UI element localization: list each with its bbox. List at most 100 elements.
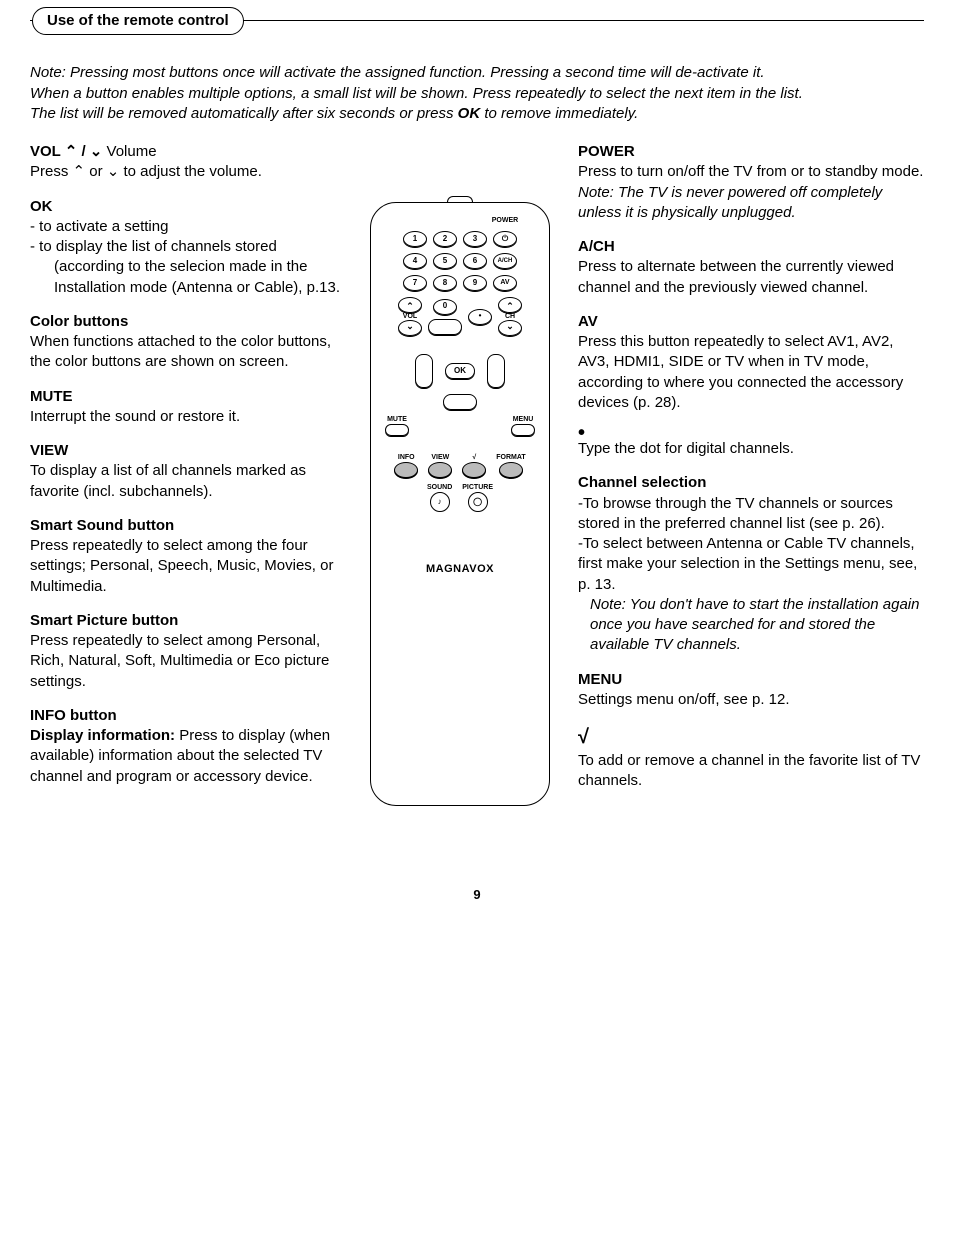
ach-button: A/CH (493, 253, 517, 269)
top-rule: Use of the remote control (30, 20, 924, 49)
nav-down-button (443, 394, 477, 410)
ok-title: OK (30, 197, 350, 217)
section-sound: Smart Sound button Press repeatedly to s… (30, 516, 350, 597)
color-title: Color buttons (30, 312, 350, 332)
key-0: 0 (433, 299, 457, 315)
vol-body: Press ⌃ or ⌄ to adjust the volume. (30, 162, 350, 182)
ok-button: OK (445, 363, 475, 379)
key-1: 1 (403, 231, 427, 247)
section-power: POWER Press to turn on/off the TV from o… (578, 142, 924, 223)
section-av: AV Press this button repeatedly to selec… (578, 312, 924, 413)
ok-item2a: to display the list of channels stored (39, 238, 277, 255)
key-9: 9 (463, 275, 487, 291)
info-lead: Display information: (30, 727, 179, 744)
ok-item2: to display the list of channels stored (… (30, 237, 350, 298)
mute-button (385, 424, 409, 436)
vol-title: VOL ⌃ / ⌄ (30, 143, 102, 160)
key-6: 6 (463, 253, 487, 269)
mute-body: Interrupt the sound or restore it. (30, 407, 350, 427)
sound-label: SOUND (427, 484, 452, 491)
key-2: 2 (433, 231, 457, 247)
section-picture: Smart Picture button Press repeatedly to… (30, 611, 350, 692)
section-info: INFO button Display information: Press t… (30, 706, 350, 787)
mute-label: MUTE (387, 416, 407, 423)
section-color: Color buttons When functions attached to… (30, 312, 350, 373)
intro-note: Note: Pressing most buttons once will ac… (30, 63, 924, 124)
section-channel: Channel selection -To browse through the… (578, 473, 924, 655)
info-title: INFO button (30, 706, 350, 726)
check-body: To add or remove a channel in the favori… (578, 751, 924, 792)
menu-title: MENU (578, 670, 924, 690)
key-4: 4 (403, 253, 427, 269)
av-button: AV (493, 275, 517, 291)
view-title: VIEW (30, 441, 350, 461)
picture-label: PICTURE (462, 484, 493, 491)
channel-item1: -To browse through the TV channels or so… (578, 494, 924, 535)
power-note: Note: The TV is never powered off comple… (578, 183, 924, 224)
view-button (428, 462, 452, 478)
section-view: VIEW To display a list of all channels m… (30, 441, 350, 502)
sound-title: Smart Sound button (30, 516, 350, 536)
view-body: To display a list of all channels marked… (30, 461, 350, 502)
key-dot: • (468, 309, 492, 325)
check-label: √ (472, 454, 476, 461)
ok-item2b: (according to the selecion made in the I… (38, 257, 350, 298)
sound-button: ♪ (430, 492, 450, 512)
page-number: 9 (30, 886, 924, 904)
channel-item2: -To select between Antenna or Cable TV c… (578, 534, 924, 595)
ach-body: Press to alternate between the currently… (578, 257, 924, 298)
vol-up-button (398, 297, 422, 313)
key-8: 8 (433, 275, 457, 291)
nav-up-button (428, 319, 462, 335)
key-5: 5 (433, 253, 457, 269)
menu-button (511, 424, 535, 436)
dot-title: • (578, 427, 924, 439)
nav-left-button (415, 354, 433, 388)
power-button: ⏻ (493, 231, 517, 247)
brand-label: MAGNAVOX (379, 562, 541, 577)
ach-title: A/CH (578, 237, 924, 257)
section-dot: • Type the dot for digital channels. (578, 427, 924, 459)
format-label: FORMAT (496, 454, 525, 461)
intro-line3a: The list will be removed automatically a… (30, 105, 458, 122)
intro-line3b: to remove immediately. (480, 105, 638, 122)
power-title: POWER (578, 142, 924, 162)
ch-up-button (498, 297, 522, 313)
info-label: INFO (398, 454, 415, 461)
picture-button: ◯ (468, 492, 488, 512)
key-3: 3 (463, 231, 487, 247)
check-title: √ (578, 724, 924, 751)
color-body: When functions attached to the color but… (30, 332, 350, 373)
section-vol: VOL ⌃ / ⌄ Volume Press ⌃ or ⌄ to adjust … (30, 142, 350, 183)
mute-title: MUTE (30, 387, 350, 407)
power-body: Press to turn on/off the TV from or to s… (578, 162, 924, 182)
intro-ok: OK (458, 105, 481, 122)
left-column: VOL ⌃ / ⌄ Volume Press ⌃ or ⌄ to adjust … (30, 142, 360, 806)
power-label: POWER (492, 217, 518, 224)
check-button (462, 462, 486, 478)
page-title: Use of the remote control (32, 7, 244, 35)
section-menu: MENU Settings menu on/off, see p. 12. (578, 670, 924, 711)
channel-note: Note: You don't have to start the instal… (578, 595, 924, 656)
picture-title: Smart Picture button (30, 611, 350, 631)
sound-body: Press repeatedly to select among the fou… (30, 536, 350, 597)
av-body: Press this button repeatedly to select A… (578, 332, 924, 413)
vol-down-button (398, 320, 422, 336)
menu-body: Settings menu on/off, see p. 12. (578, 690, 924, 710)
dot-body: Type the dot for digital channels. (578, 439, 924, 459)
key-7: 7 (403, 275, 427, 291)
ir-emitter-icon (447, 196, 473, 202)
remote-outline: POWER 1 2 3 ⏻ 4 5 6 A/CH 7 8 9 AV (370, 202, 550, 806)
view-label: VIEW (431, 454, 449, 461)
format-button (499, 462, 523, 478)
av-title: AV (578, 312, 924, 332)
section-check: √ To add or remove a channel in the favo… (578, 724, 924, 792)
right-column: POWER Press to turn on/off the TV from o… (560, 142, 924, 806)
remote-column: POWER 1 2 3 ⏻ 4 5 6 A/CH 7 8 9 AV (360, 142, 560, 806)
ok-item1: to activate a setting (30, 217, 350, 237)
intro-line1: Note: Pressing most buttons once will ac… (30, 64, 765, 81)
section-ok: OK to activate a setting to display the … (30, 197, 350, 298)
nav-right-button (487, 354, 505, 388)
section-ach: A/CH Press to alternate between the curr… (578, 237, 924, 298)
channel-title: Channel selection (578, 473, 924, 493)
